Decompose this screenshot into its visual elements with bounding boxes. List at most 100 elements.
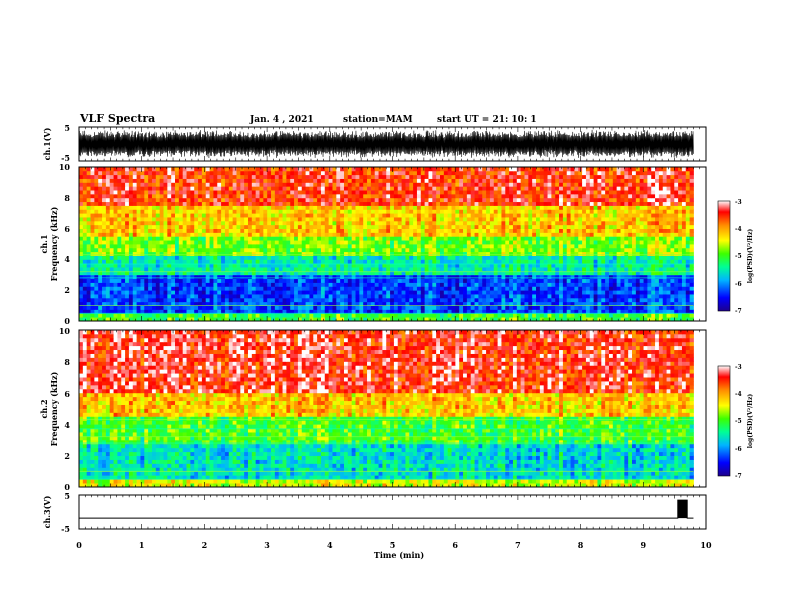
spectrogram-cell bbox=[167, 305, 172, 310]
spectrogram-cell bbox=[463, 267, 468, 272]
spectrogram-cell bbox=[397, 270, 402, 276]
spectrogram-cell bbox=[128, 209, 134, 214]
spectrogram-cell bbox=[320, 236, 326, 241]
spectrogram-cell bbox=[297, 263, 303, 268]
spectrogram-cell bbox=[574, 305, 579, 310]
spectrogram-cell bbox=[474, 317, 479, 322]
spectrogram-cell bbox=[432, 301, 437, 306]
spectrogram-cell bbox=[639, 205, 644, 210]
spectrogram-cell bbox=[105, 305, 111, 310]
spectrogram-cell bbox=[578, 282, 583, 287]
spectrogram-cell bbox=[382, 224, 387, 229]
spectrogram-cell bbox=[328, 220, 333, 226]
spectrogram-cell bbox=[574, 270, 579, 276]
spectrogram-cell bbox=[94, 294, 99, 299]
spectrogram-cell bbox=[136, 305, 141, 310]
spectrogram-cell bbox=[355, 217, 360, 222]
spectrogram-cell bbox=[658, 255, 664, 260]
spectrogram-cell bbox=[547, 290, 552, 295]
spectrogram-cell bbox=[228, 201, 234, 206]
spectrogram-cell bbox=[109, 232, 114, 237]
spectrogram-cell bbox=[474, 259, 479, 264]
spectrogram-cell bbox=[128, 301, 134, 306]
spectrogram-cell bbox=[543, 209, 548, 214]
spectrogram-cell bbox=[159, 220, 164, 226]
spectrogram-cell bbox=[294, 259, 299, 264]
spectrogram-cell bbox=[294, 305, 299, 310]
spectrogram-cell bbox=[470, 282, 475, 287]
spectrogram-cell bbox=[378, 201, 383, 206]
spectrogram-cell bbox=[98, 290, 103, 295]
spectrogram-cell bbox=[240, 209, 245, 214]
spectrogram-cell bbox=[516, 278, 522, 283]
spectrogram-cell bbox=[612, 205, 618, 210]
spectrogram-cell bbox=[397, 297, 402, 303]
spectrogram-cell bbox=[324, 240, 330, 245]
spectrogram-cell bbox=[301, 301, 306, 306]
spectrogram-cell bbox=[420, 201, 426, 206]
spectrogram-cell bbox=[247, 278, 253, 283]
spectrogram-cell bbox=[182, 274, 187, 280]
spectrogram-cell bbox=[574, 244, 579, 249]
spectrogram-cell bbox=[643, 236, 648, 241]
spectrogram-cell bbox=[655, 255, 660, 260]
spectrogram-cell bbox=[566, 217, 571, 222]
spectrogram-cell bbox=[486, 255, 491, 260]
spectrogram-cell bbox=[420, 294, 426, 299]
spectrogram-cell bbox=[536, 278, 541, 283]
spectrogram-cell bbox=[493, 259, 498, 264]
spectrogram-cell bbox=[493, 244, 498, 249]
spectrogram-cell bbox=[317, 270, 322, 276]
spectrogram-cell bbox=[79, 236, 84, 241]
spectrogram-cell bbox=[524, 270, 529, 276]
spectrogram-cell bbox=[578, 294, 583, 299]
spectrogram-cell bbox=[574, 259, 579, 264]
spectrogram-cell bbox=[405, 247, 410, 253]
spectrogram-cell bbox=[562, 282, 568, 287]
spectrogram-cell bbox=[198, 259, 203, 264]
spectrogram-cell bbox=[255, 313, 260, 318]
spectrogram-cell bbox=[224, 282, 230, 287]
spectrogram-cell bbox=[267, 255, 272, 260]
spectrogram-cell bbox=[194, 240, 199, 245]
spectrogram-cell bbox=[390, 247, 395, 253]
spectrogram-cell bbox=[489, 251, 495, 256]
spectrogram-cell bbox=[570, 244, 575, 249]
spectrogram-cell bbox=[455, 255, 460, 260]
spectrogram-cell bbox=[674, 255, 679, 260]
spectrogram-cell bbox=[608, 220, 614, 226]
spectrogram-cell bbox=[94, 209, 99, 214]
spectrogram-cell bbox=[589, 309, 595, 314]
spectrogram-cell bbox=[132, 251, 138, 256]
spectrogram-cell bbox=[159, 247, 164, 253]
spectrogram-cell bbox=[128, 317, 134, 322]
spectrogram-cell bbox=[416, 236, 422, 241]
spectrogram-cell bbox=[639, 286, 644, 291]
spectrogram-cell bbox=[678, 294, 683, 299]
spectrogram-cell bbox=[198, 236, 203, 241]
spectrogram-cell bbox=[343, 313, 349, 318]
spectrogram-cell bbox=[436, 309, 441, 314]
spectrogram-cell bbox=[597, 228, 602, 233]
spectrogram-cell bbox=[343, 274, 349, 280]
spectrogram-cell bbox=[251, 240, 257, 245]
spectrogram-cell bbox=[278, 201, 283, 206]
spectrogram-cell bbox=[297, 267, 303, 272]
spectrogram-cell bbox=[405, 244, 410, 249]
spectrogram-cell bbox=[367, 309, 372, 314]
spectrogram-cell bbox=[443, 255, 449, 260]
spectrogram-cell bbox=[605, 282, 610, 287]
spectrogram-cell bbox=[224, 290, 230, 295]
ch1-waveform-line bbox=[78, 129, 694, 159]
spectrogram-cell bbox=[140, 213, 145, 218]
spectrogram-cell bbox=[148, 282, 153, 287]
spectrogram-cell bbox=[217, 213, 222, 218]
spectrogram-cell bbox=[209, 263, 214, 268]
spectrogram-cell bbox=[221, 205, 226, 210]
spectrogram-cell bbox=[539, 290, 545, 295]
spectrogram-cell bbox=[271, 201, 276, 206]
spectrogram-cell bbox=[297, 228, 303, 233]
spectrogram-cell bbox=[432, 213, 437, 218]
spectrogram-cell bbox=[424, 228, 429, 233]
spectrogram-cell bbox=[428, 282, 433, 287]
